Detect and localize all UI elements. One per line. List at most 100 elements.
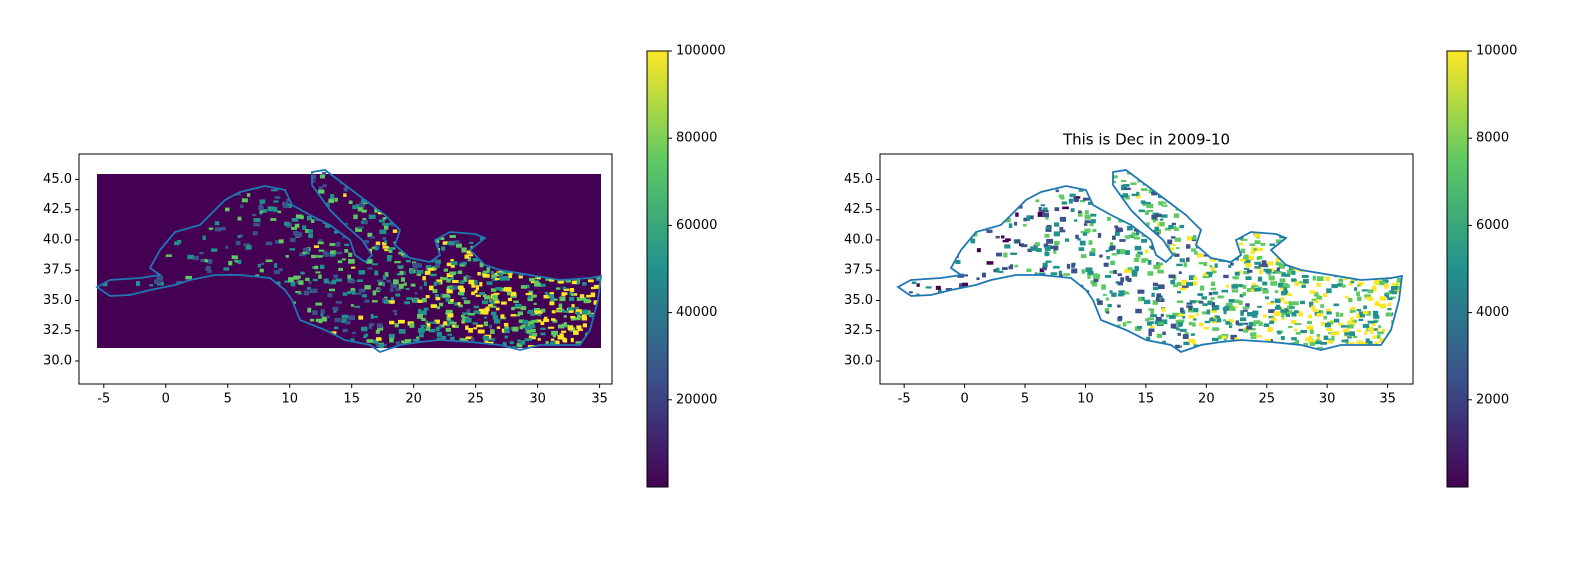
- raster-cell: [908, 291, 913, 294]
- raster-cell: [580, 297, 587, 301]
- raster-cell: [1137, 251, 1143, 255]
- raster-cell: [1245, 262, 1252, 268]
- raster-cell: [1349, 331, 1356, 336]
- raster-cell: [348, 252, 353, 258]
- raster-cell: [270, 206, 278, 211]
- raster-cell: [1044, 233, 1050, 238]
- raster-cell: [1277, 330, 1282, 335]
- raster-cell: [1333, 318, 1340, 323]
- raster-cell: [1144, 201, 1151, 205]
- raster-cell: [402, 271, 407, 275]
- raster-cell: [102, 282, 108, 287]
- raster-cell: [399, 270, 404, 276]
- raster-cell: [1356, 329, 1362, 332]
- raster-cell: [213, 242, 218, 245]
- raster-cell: [421, 297, 427, 303]
- raster-cell: [1042, 262, 1048, 268]
- raster-cell: [544, 291, 549, 295]
- raster-cell: [290, 281, 296, 287]
- raster-cell: [1136, 191, 1140, 196]
- raster-cell: [1273, 311, 1281, 317]
- raster-cell: [550, 318, 556, 321]
- raster-cell: [1274, 290, 1279, 294]
- raster-cell: [503, 322, 509, 327]
- raster-cell: [483, 321, 488, 327]
- raster-cell: [395, 288, 402, 292]
- raster-cell: [478, 308, 485, 312]
- raster-cell: [1250, 285, 1255, 290]
- raster-cell: [1106, 216, 1111, 221]
- raster-cell: [575, 309, 582, 315]
- raster-cell: [469, 241, 474, 244]
- raster-cell: [459, 338, 467, 343]
- raster-cell: [1267, 261, 1274, 266]
- raster-cell: [1298, 310, 1302, 314]
- raster-cell: [1137, 325, 1143, 329]
- raster-cell: [1085, 267, 1093, 273]
- raster-cell: [1238, 300, 1243, 305]
- raster-cell: [447, 299, 454, 305]
- raster-cell: [341, 319, 347, 323]
- axes-frame: [879, 153, 1414, 385]
- raster-cell: [1177, 319, 1185, 323]
- raster-cell: [1070, 208, 1075, 213]
- raster-cell: [420, 328, 427, 332]
- raster-cell: [524, 326, 532, 330]
- raster-cell: [986, 261, 994, 265]
- raster-cell: [571, 293, 578, 296]
- raster-cell: [547, 326, 555, 329]
- raster-cell: [1225, 303, 1233, 307]
- raster-cell: [277, 210, 282, 214]
- raster-cell: [1191, 342, 1197, 345]
- raster-cell: [1147, 317, 1154, 321]
- raster-cell: [1195, 313, 1199, 316]
- raster-cell: [450, 262, 455, 268]
- raster-cell: [1045, 260, 1052, 263]
- raster-cell: [483, 316, 488, 319]
- raster-cell: [323, 278, 329, 284]
- raster-cell: [534, 282, 541, 287]
- raster-cell: [527, 337, 532, 341]
- raster-cell: [1258, 263, 1264, 267]
- raster-cell: [1157, 298, 1165, 303]
- raster-cell: [1082, 232, 1088, 236]
- raster-cell: [257, 263, 261, 268]
- x-tick-label: 20: [1198, 392, 1215, 407]
- raster-cell: [1267, 302, 1274, 305]
- raster-cell: [1377, 331, 1384, 335]
- raster-cell: [1364, 294, 1371, 299]
- raster-cell: [357, 226, 364, 229]
- raster-cell: [1147, 209, 1154, 213]
- raster-cell: [358, 270, 366, 275]
- raster-cell: [1053, 231, 1060, 237]
- raster-cell: [267, 206, 274, 212]
- raster-cell: [1091, 282, 1097, 287]
- raster-cell: [1086, 228, 1091, 232]
- raster-cell: [1105, 249, 1110, 253]
- raster-cell: [228, 260, 233, 266]
- raster-cell: [436, 279, 442, 284]
- raster-cell: [1357, 281, 1364, 285]
- raster-cell: [208, 227, 214, 230]
- raster-cell: [1333, 303, 1340, 307]
- raster-cell: [330, 193, 335, 199]
- raster-cell: [156, 275, 164, 281]
- raster-cell: [383, 225, 389, 230]
- raster-cell: [995, 235, 1000, 239]
- raster-cell: [1396, 277, 1402, 283]
- raster-cell: [1154, 229, 1161, 234]
- raster-cell: [593, 301, 598, 305]
- raster-cell: [1286, 310, 1293, 314]
- raster-cell: [286, 198, 291, 202]
- raster-cell: [436, 319, 441, 323]
- raster-cell: [311, 254, 317, 259]
- raster-cell: [1230, 262, 1234, 266]
- raster-cell: [253, 223, 261, 227]
- raster-cell: [1353, 335, 1358, 339]
- raster-cell: [1253, 320, 1261, 324]
- raster-cell: [350, 304, 354, 307]
- raster-cell: [576, 297, 581, 302]
- y-tick-label: 40.0: [844, 232, 873, 247]
- raster-cell: [1247, 312, 1254, 317]
- raster-cell: [549, 301, 555, 306]
